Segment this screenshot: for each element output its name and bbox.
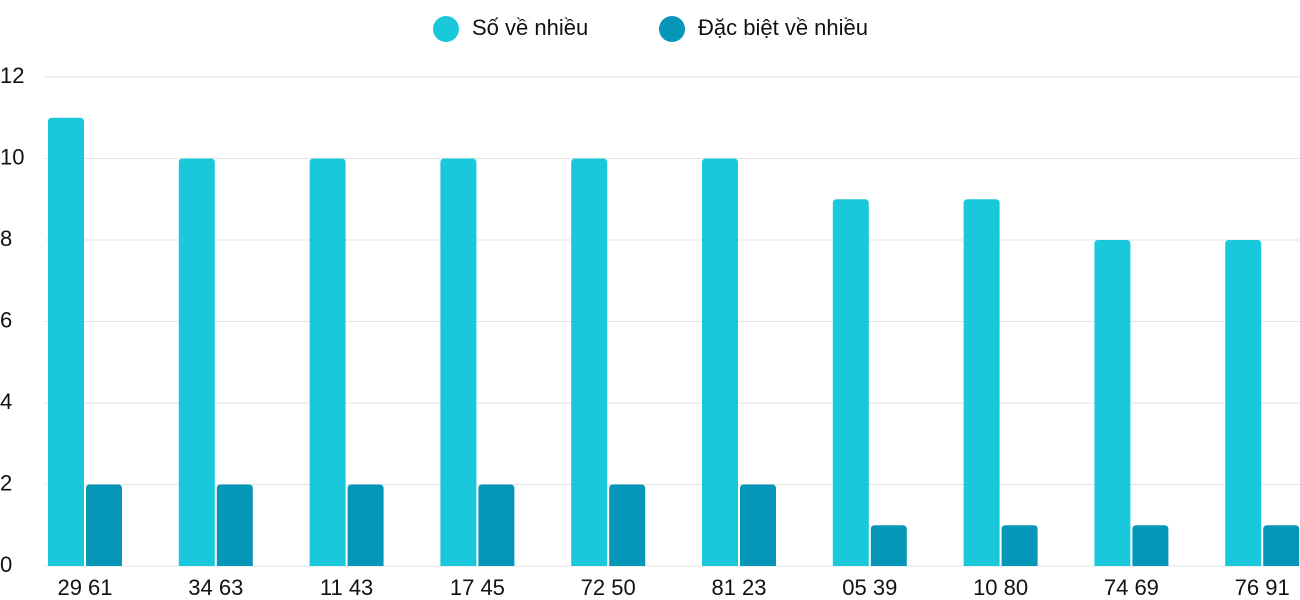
y-tick-label: 12 — [0, 63, 24, 88]
bar — [86, 484, 122, 566]
bar — [440, 158, 477, 566]
y-tick-label: 2 — [0, 470, 12, 495]
x-tick-label: 76 91 — [1235, 575, 1290, 600]
x-tick-label: 11 43 — [320, 575, 373, 600]
bar — [1132, 525, 1169, 566]
bar — [1263, 525, 1300, 566]
bar — [571, 158, 608, 566]
x-tick-label: 29 61 — [57, 575, 112, 600]
bar — [1094, 240, 1131, 566]
x-tick-label: 74 69 — [1104, 575, 1159, 600]
legend-label: Đặc biệt về nhiều — [698, 15, 868, 40]
bar — [347, 484, 384, 566]
bar — [740, 484, 776, 566]
legend-marker — [659, 16, 685, 42]
bar — [309, 158, 346, 566]
bar — [870, 525, 907, 566]
legend-marker — [433, 16, 459, 42]
bar — [178, 158, 215, 566]
bar — [702, 158, 738, 566]
x-tick-label: 72 50 — [581, 575, 636, 600]
bar — [832, 199, 869, 566]
x-tick-label: 81 23 — [711, 575, 766, 600]
bar — [963, 199, 1000, 566]
x-tick-label: 17 45 — [450, 575, 505, 600]
x-tick-label: 34 63 — [188, 575, 243, 600]
y-tick-label: 4 — [0, 389, 12, 414]
x-tick-label: 10 80 — [973, 575, 1028, 600]
bar — [1225, 240, 1262, 566]
bar — [1001, 525, 1038, 566]
bar — [48, 117, 84, 566]
legend-label: Số về nhiều — [472, 15, 588, 40]
y-tick-label: 6 — [0, 307, 12, 332]
y-tick-label: 10 — [0, 144, 24, 169]
x-tick-label: 05 39 — [842, 575, 897, 600]
bar — [478, 484, 515, 566]
bar — [609, 484, 646, 566]
y-tick-label: 8 — [0, 226, 12, 251]
bar — [216, 484, 253, 566]
y-tick-label: 0 — [0, 552, 12, 577]
